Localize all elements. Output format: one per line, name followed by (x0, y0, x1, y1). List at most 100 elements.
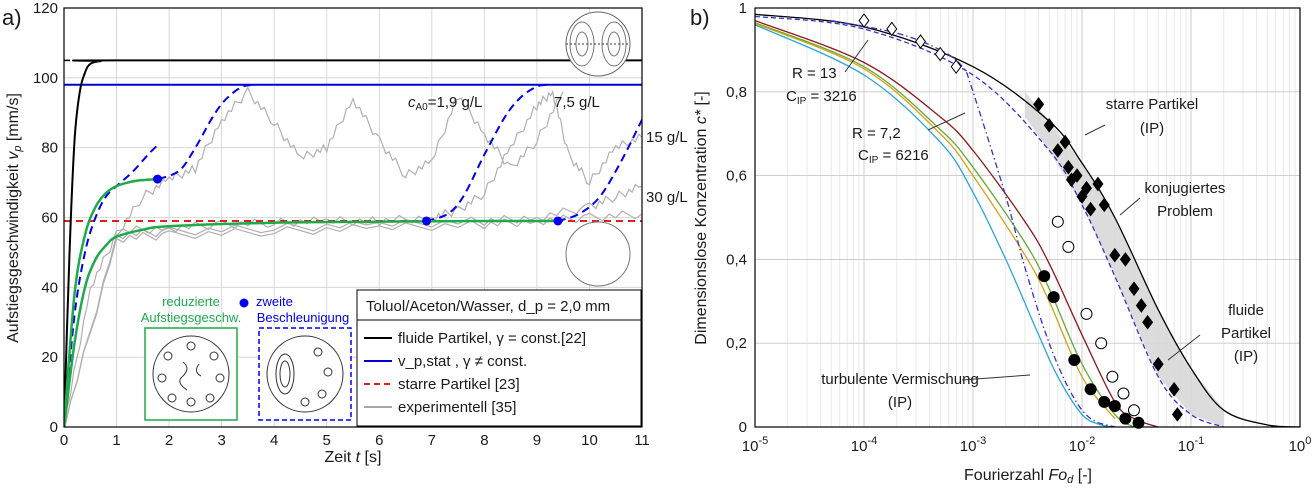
green-curve-1 (64, 177, 159, 427)
panel-b-grid (754, 7, 1301, 428)
series-3 (755, 24, 1115, 427)
filled-diamond-marker (1152, 356, 1164, 372)
x-tick-2: 2 (165, 432, 173, 449)
filled-diamond-marker (1071, 168, 1083, 183)
rigid-leader (1084, 124, 1106, 136)
x-tick-5: 5 (323, 432, 331, 449)
r13-line1: R = 13 (792, 65, 837, 82)
rigid-label-2: (IP) (1140, 120, 1164, 137)
panel-a-annotations: cA0=1,9 g/L 7,5 g/L 15 g/L 30 g/L (408, 94, 688, 206)
c2-label: 7,5 g/L (554, 94, 600, 111)
y-tick-80: 80 (41, 140, 58, 157)
svg-text:cA0=1,9 g/L: cA0=1,9 g/L (408, 94, 482, 113)
legend-label-experimental: experimentell [35] (398, 399, 516, 416)
y-tick-1: 1 (739, 0, 747, 17)
filled-diamond-marker (1168, 381, 1180, 397)
y-tick-60: 60 (41, 210, 58, 227)
second-accel-dot (239, 298, 249, 308)
open-circle-marker (1128, 404, 1141, 417)
filled-diamond-marker (1076, 189, 1088, 204)
x-tick-10-2: 10-2 (1069, 435, 1095, 455)
conj-label-2: Problem (1157, 203, 1213, 220)
panel-b-series (755, 13, 1300, 427)
filled-circle-marker (1047, 291, 1060, 304)
x-tick-3: 3 (217, 432, 225, 449)
panel-b-frame (754, 7, 1301, 428)
x-tick-10: 10 (581, 432, 598, 449)
open-diamond-marker (934, 46, 946, 62)
c3-label: 15 g/L (646, 129, 688, 146)
filled-diamond-marker (1098, 197, 1110, 213)
filled-diamond-marker (1033, 97, 1045, 112)
x-tick-10-4: 10-4 (851, 435, 877, 455)
transition-marker-3 (553, 216, 563, 226)
blue-dashed-curve-2 (158, 83, 254, 181)
r13-sub: IP (797, 96, 807, 107)
x-tick-10-3: 10-3 (960, 435, 986, 455)
legend-label-fluid: fluide Partikel, γ = const.[22] (398, 330, 586, 347)
y-tick-0,6: 0,6 (726, 168, 747, 185)
series-fluid-particle (64, 59, 642, 427)
y-tick-0,8: 0,8 (726, 84, 747, 101)
series-0 (755, 13, 1300, 427)
reduced-label-2: Aufstiegsgeschw. (141, 310, 241, 325)
filled-circle-marker (1068, 353, 1081, 366)
turb-label-1: turbulente Vermischung (821, 371, 979, 388)
filled-diamond-marker (1171, 407, 1183, 422)
filled-circle-marker (1098, 395, 1111, 408)
open-circle-marker (1106, 370, 1119, 383)
open-diamond-marker (858, 13, 870, 28)
svg-text:CIP = 6216: CIP = 6216 (858, 147, 929, 166)
panel-b-xlabel: Fourierzahl Fod [-] (964, 467, 1092, 486)
blue-dashed-curve-1 (64, 143, 160, 427)
x-tick-10-1: 10-1 (1178, 435, 1204, 455)
x-tick-100: 100 (1289, 435, 1312, 455)
r13-c: C (786, 88, 797, 105)
legend-label-vpstat: v_p,stat , γ ≠ const. (398, 353, 527, 370)
filled-diamond-marker (1119, 252, 1131, 267)
experimental-curve-1 (64, 86, 564, 427)
open-diamond-marker (915, 34, 927, 49)
panel-a-frame (63, 7, 643, 428)
x-tick-8: 8 (480, 432, 488, 449)
panel-a-label: a) (2, 5, 22, 30)
transition-marker-1 (153, 174, 163, 184)
second-label-2: Beschleunigung (257, 310, 350, 325)
x-tick-4: 4 (270, 432, 278, 449)
conj-label-1: konjugiertes (1145, 180, 1226, 197)
c1-prefix: c (408, 94, 416, 111)
panel-b-ticks: 10-5 10-4 10-3 10-2 10-1 100 0 0,2 0,4 0,6 0,8 1 (726, 0, 1311, 455)
open-circle-marker (1051, 215, 1064, 228)
r72-value: = 6216 (878, 147, 928, 164)
c1-sub: A0 (416, 102, 429, 113)
filled-diamond-marker (1109, 247, 1121, 263)
filled-diamond-marker (1128, 281, 1140, 297)
open-circle-marker (1080, 307, 1093, 320)
x-tick-7: 7 (428, 432, 436, 449)
droplet-sketch (152, 335, 230, 413)
panel-a-ticks: 0 1 2 3 4 5 6 7 8 9 10 11 0 20 40 60 80 100 120 (33, 0, 650, 449)
y-tick-0: 0 (50, 419, 58, 436)
y-tick-100: 100 (33, 70, 58, 87)
c1-label: =1,9 g/L (428, 94, 483, 111)
x-tick-11: 11 (634, 432, 650, 449)
r72-c: C (858, 147, 869, 164)
fluid-leader (1167, 334, 1201, 361)
panel-b-annotations: R = 13 CIP = 3216 R = 7,2 CIP = 6216 sta… (786, 39, 1271, 411)
y-tick-120: 120 (33, 0, 58, 17)
fluid-label-2: Partikel (1221, 325, 1271, 342)
legend-label-rigid: starre Partikel [23] (398, 376, 520, 393)
second-frame (258, 327, 352, 421)
filled-diamond-marker (1135, 298, 1147, 313)
legend-title: Toluol/Aceton/Wasser, d_p = 2,0 mm (366, 298, 610, 315)
panel-a-legend: Toluol/Aceton/Wasser, d_p = 2,0 mm fluid… (356, 289, 642, 427)
y-tick-0: 0 (739, 419, 747, 436)
inset-reduced-velocity: reduzierte Aufstiegsgeschw. (141, 294, 241, 421)
filled-diamond-marker (1043, 117, 1055, 133)
turb-leader (961, 374, 1031, 381)
filled-diamond-marker (1052, 143, 1064, 158)
inset-second-acceleration: zweite Beschleunigung (239, 294, 352, 421)
panel-a-ylabel: Aufstiegsgeschwindigkeit vp [mm/s] (5, 93, 24, 343)
r72-line1: R = 7,2 (852, 125, 901, 142)
